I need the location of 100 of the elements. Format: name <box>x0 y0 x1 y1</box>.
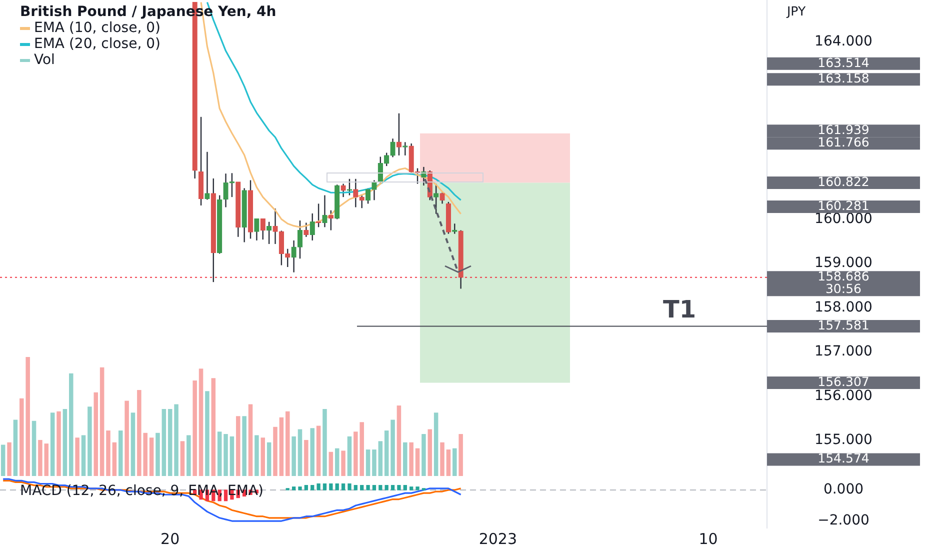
bar <box>0 444 6 476</box>
bar <box>248 404 253 476</box>
bar <box>292 436 296 476</box>
y-tick-label: 157.581 <box>818 318 870 333</box>
y-tick-label: 156.000 <box>814 388 872 404</box>
bar <box>285 411 290 476</box>
bar <box>106 430 110 476</box>
bar <box>149 438 154 476</box>
y-tick-label: 159.000 <box>814 255 872 272</box>
bar <box>156 432 160 476</box>
bar <box>81 435 86 476</box>
bar <box>224 490 228 502</box>
text: 30:56 <box>825 281 862 296</box>
bar <box>341 483 346 490</box>
candlestick <box>291 240 296 273</box>
bar <box>396 405 402 476</box>
bar <box>62 409 68 476</box>
bar <box>162 409 166 476</box>
bar <box>335 483 339 490</box>
bar <box>310 484 314 490</box>
bar <box>192 380 197 476</box>
y-tick-label: 160.822 <box>818 174 870 190</box>
bar <box>224 434 228 476</box>
candlestick <box>452 223 458 234</box>
bar <box>236 416 240 476</box>
text: JPY <box>786 3 806 18</box>
bar <box>341 450 346 476</box>
bar <box>384 484 388 490</box>
bar <box>316 483 320 490</box>
bar <box>434 412 438 476</box>
y-tick-label: 156.307 <box>818 374 870 389</box>
bar <box>75 438 80 476</box>
bar <box>168 409 172 476</box>
bar <box>378 441 383 476</box>
y-tick-label: 164.000 <box>814 34 872 50</box>
y-tick-label: 160.281 <box>818 198 870 213</box>
candlestick <box>365 188 371 204</box>
bar <box>410 486 414 490</box>
bar <box>298 429 302 476</box>
y-tick-label: 158.686 <box>818 268 870 284</box>
bar <box>254 435 259 476</box>
bar <box>452 448 457 476</box>
bar <box>409 442 414 476</box>
bar <box>334 448 340 476</box>
bar <box>390 420 395 476</box>
candlestick <box>322 194 328 228</box>
candlestick <box>433 183 439 214</box>
bar <box>403 484 407 490</box>
legend-label: EMA (20, close, 0) <box>34 36 160 52</box>
bar <box>360 484 364 490</box>
bar <box>13 420 18 476</box>
bar <box>266 442 272 476</box>
y-tick-label: 158.000 <box>814 299 872 316</box>
candlestick <box>359 194 364 209</box>
bar <box>416 486 420 490</box>
bar <box>124 400 129 476</box>
y-tick-label: 154.574 <box>818 450 870 466</box>
y-tick-label: −2.000 <box>818 512 870 529</box>
bar <box>298 486 302 490</box>
bar <box>366 484 370 490</box>
bar <box>118 430 123 476</box>
bar <box>348 483 352 490</box>
bar <box>217 432 222 476</box>
candlestick <box>310 212 315 242</box>
x-tick-label: 10 <box>698 530 718 548</box>
bar <box>198 368 204 476</box>
bar <box>174 404 178 476</box>
candlestick <box>390 138 396 158</box>
bar <box>428 429 432 476</box>
bar <box>94 392 98 476</box>
bar <box>397 484 401 490</box>
bar <box>384 430 389 476</box>
candlestick <box>260 218 266 240</box>
candlestick <box>266 221 272 245</box>
bar <box>100 367 104 476</box>
bar <box>316 426 321 476</box>
bar <box>186 435 191 476</box>
bar <box>292 486 296 490</box>
y-tick-label: 160.000 <box>814 210 872 227</box>
bar <box>446 449 451 476</box>
candlestick <box>254 218 260 242</box>
bar <box>304 484 308 490</box>
bar <box>422 434 426 476</box>
candlestick <box>440 192 445 204</box>
candlestick <box>304 222 309 238</box>
bar <box>440 442 444 476</box>
y-tick-label: 161.939 <box>818 122 870 138</box>
y-tick-label: 155.000 <box>814 432 872 448</box>
y-tick-label: 161.766 <box>818 134 870 150</box>
bar <box>322 483 327 490</box>
candlestick <box>396 112 402 156</box>
bar <box>372 484 376 490</box>
candlestick <box>272 208 278 245</box>
y-tick-label: 157.000 <box>814 344 872 360</box>
bar <box>310 428 314 476</box>
bar <box>130 412 136 476</box>
bar <box>378 484 382 490</box>
candlestick <box>353 178 358 208</box>
bar <box>354 484 358 490</box>
candlestick <box>384 152 390 167</box>
